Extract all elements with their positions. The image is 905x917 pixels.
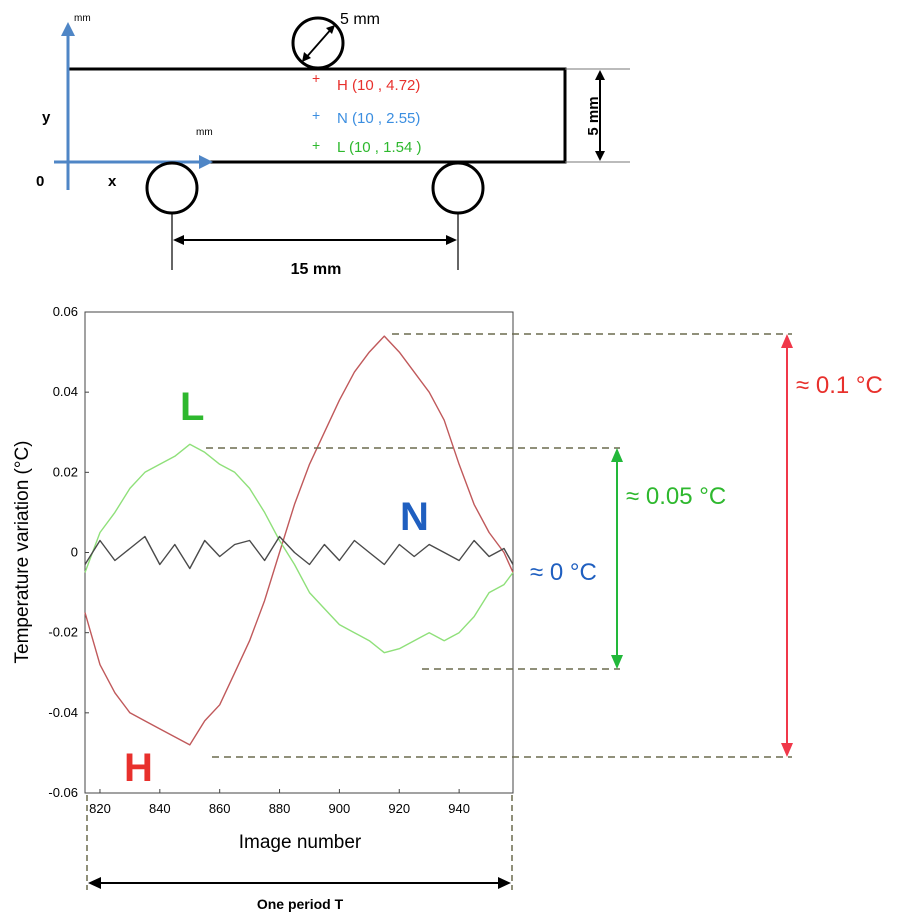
span-arrow-head-right (446, 235, 457, 245)
amplitude-arrow-l-head-bottom (611, 655, 623, 669)
series-letter-n: N (400, 495, 429, 539)
x-axis-label: x (108, 173, 117, 190)
point-n-marker: + (312, 107, 320, 123)
y-tick-label: -0.02 (48, 625, 78, 640)
y-axis-title: Temperature variation (°C) (12, 440, 33, 663)
thickness-label: 5 mm (585, 96, 602, 135)
x-unit-label: mm (196, 127, 213, 138)
period-label: One period T (257, 896, 344, 912)
y-axis-arrowhead (61, 22, 75, 36)
x-tick-label: 820 (89, 801, 111, 816)
point-h: + H (10 , 4.72) (312, 70, 420, 94)
x-tick-label: 920 (388, 801, 410, 816)
indenter (291, 16, 345, 70)
y-tick-label: 0.02 (53, 464, 78, 479)
point-h-marker: + (312, 70, 320, 86)
data-series (84, 335, 514, 746)
y-axis-ticks: -0.06 -0.04 -0.02 0 0.02 0.04 0.06 (48, 304, 89, 800)
y-axis-label: y (42, 109, 51, 126)
y-tick-label: -0.06 (48, 785, 78, 800)
indenter-arrow-head-b (326, 25, 335, 34)
y-tick-label: -0.04 (48, 705, 78, 720)
indenter-arrow-head-a (302, 52, 311, 62)
origin-label: 0 (36, 173, 44, 190)
x-tick-label: 860 (209, 801, 231, 816)
series-line-h (84, 335, 514, 746)
series-line-n (84, 535, 514, 570)
indenter-diameter-arrow (303, 26, 334, 61)
plot-frame (84, 311, 514, 794)
period-arrow-head-right (498, 877, 511, 889)
y-tick-label: 0.06 (53, 304, 78, 319)
point-l-label: L (10 , 1.54 ) (337, 139, 422, 156)
point-n: + N (10 , 2.55) (312, 107, 420, 127)
series-letter-l: L (180, 385, 204, 429)
point-n-label: N (10 , 2.55) (337, 110, 420, 127)
point-l-marker: + (312, 137, 320, 153)
point-h-label: H (10 , 4.72) (337, 77, 420, 94)
span-label: 15 mm (291, 261, 342, 278)
beam-schematic: 5 mm mm y mm x 0 15 mm 5 mm + H (10 , 4.… (36, 11, 630, 278)
x-tick-label: 940 (448, 801, 470, 816)
y-tick-label: 0 (71, 545, 78, 560)
series-letter-h: H (124, 746, 153, 790)
x-axis-title: Image number (239, 832, 362, 853)
left-support (145, 161, 199, 215)
amplitude-label-h: ≈ 0.1 °C (796, 372, 883, 399)
thickness-arrow-head-top (595, 70, 605, 80)
amplitude-arrow-h-head-bottom (781, 743, 793, 757)
right-support (431, 161, 485, 215)
y-tick-label: 0.04 (53, 384, 78, 399)
temperature-chart: -0.06 -0.04 -0.02 0 0.02 0.04 0.06 820 840 860 88… (12, 304, 514, 853)
x-axis-arrowhead (199, 155, 213, 169)
chart-annotations: L N H ≈ 0.1 °C ≈ 0.05 °C ≈ 0 °C One peri… (86, 333, 883, 912)
amplitude-arrow-h-head-top (781, 334, 793, 348)
series-line-l (84, 443, 514, 654)
thickness-arrow-head-bottom (595, 151, 605, 161)
x-axis-ticks: 820 840 860 880 900 920 940 (89, 789, 470, 816)
indenter-diameter-label: 5 mm (340, 11, 380, 28)
span-arrow-head-left (173, 235, 184, 245)
amplitude-arrow-l-head-top (611, 448, 623, 462)
amplitude-label-n: ≈ 0 °C (530, 559, 597, 586)
point-l: + L (10 , 1.54 ) (312, 137, 422, 156)
y-unit-label: mm (74, 13, 91, 24)
x-tick-label: 880 (269, 801, 291, 816)
x-tick-label: 900 (329, 801, 351, 816)
x-tick-label: 840 (149, 801, 171, 816)
amplitude-label-l: ≈ 0.05 °C (626, 483, 726, 510)
period-arrow-head-left (88, 877, 101, 889)
